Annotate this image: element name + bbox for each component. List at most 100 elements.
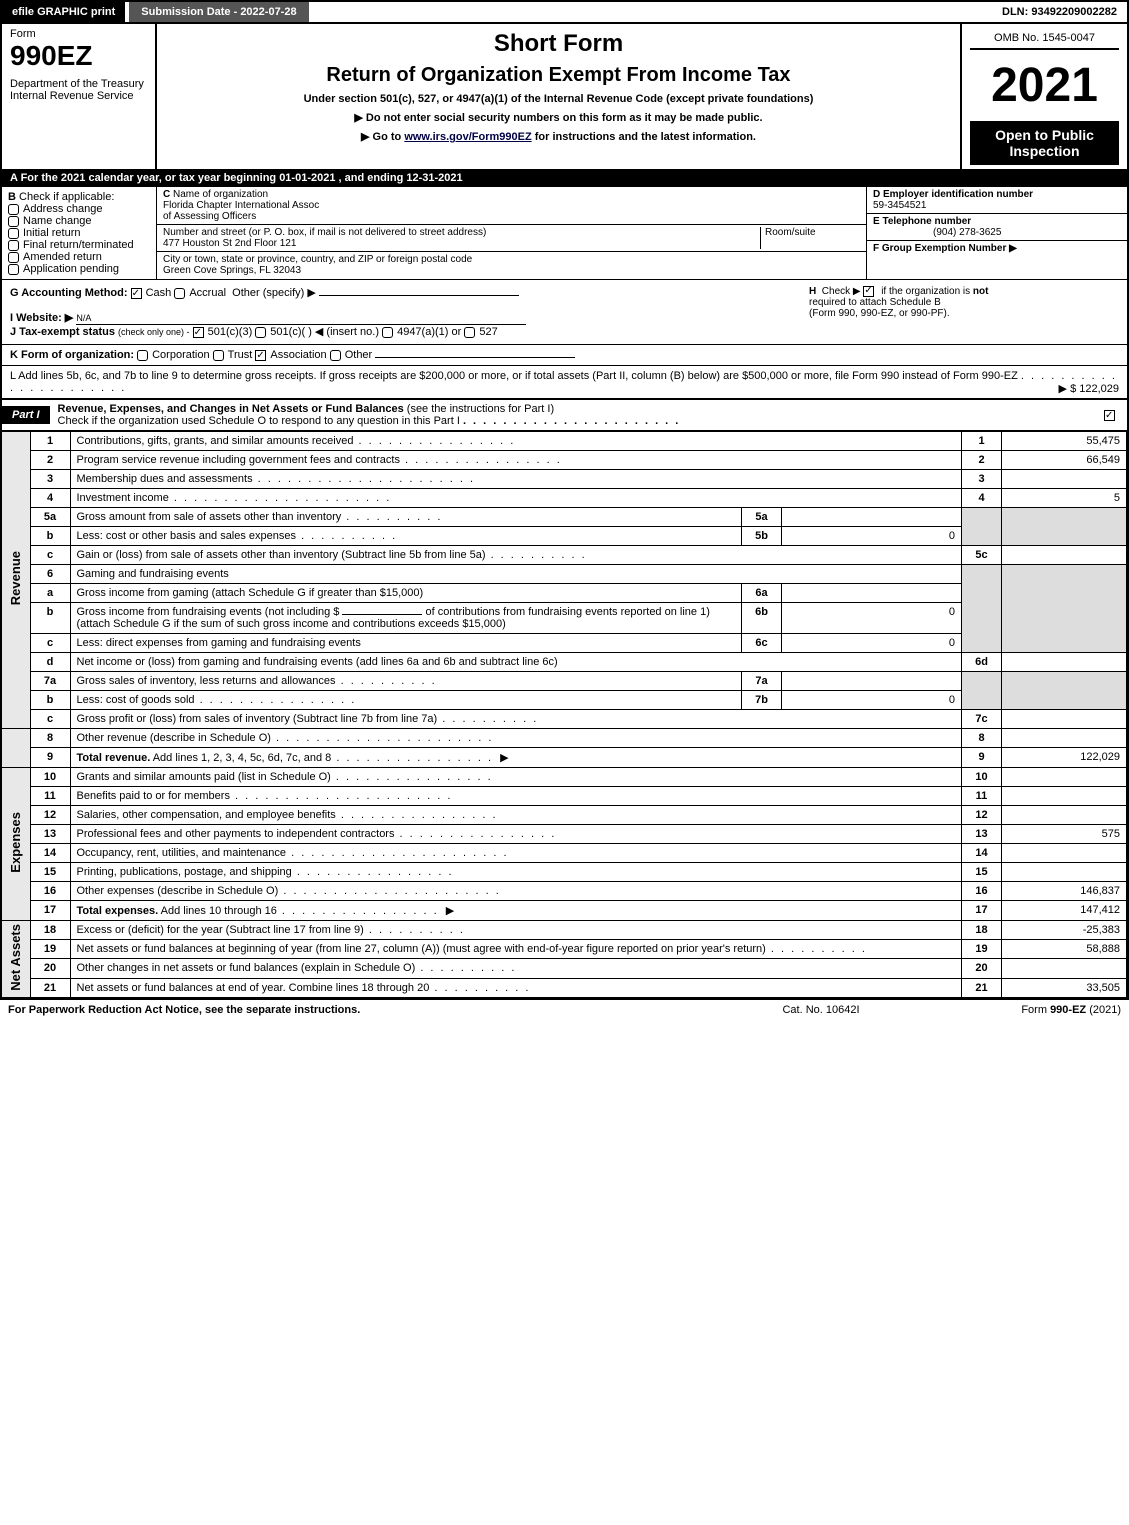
website-input[interactable]: N/A: [76, 312, 526, 325]
line-2-ref: 2: [962, 451, 1002, 470]
footer-r-pre: Form: [1021, 1004, 1050, 1016]
dots: [415, 962, 516, 974]
dots: [766, 943, 867, 955]
dots: [271, 732, 493, 744]
other-org-input[interactable]: [375, 357, 575, 358]
line-12-desc: Salaries, other compensation, and employ…: [77, 809, 336, 821]
line-20-ref: 20: [962, 959, 1002, 978]
other-specify-input[interactable]: [319, 295, 519, 296]
line-2-desc: Program service revenue including govern…: [77, 454, 400, 466]
side-expenses: Expenses: [2, 768, 30, 921]
line-6a-num: a: [30, 584, 70, 603]
part-1-label: Part I: [2, 406, 50, 424]
line-6a-sub: 6a: [742, 584, 782, 603]
form-number: 990EZ: [10, 40, 147, 72]
footer-r-post: (2021): [1086, 1004, 1121, 1016]
k-corp: Corporation: [152, 349, 209, 361]
line-5a-num: 5a: [30, 508, 70, 527]
j-sublabel: (check only one) -: [118, 327, 190, 337]
line-11-desc: Benefits paid to or for members: [77, 790, 230, 802]
line-3-ref: 3: [962, 470, 1002, 489]
line-4-num: 4: [30, 489, 70, 508]
checkbox-corporation[interactable]: [137, 350, 148, 361]
j-o1: 501(c)(3): [208, 326, 253, 338]
checkbox-trust[interactable]: [213, 350, 224, 361]
checkbox-association[interactable]: [255, 350, 266, 361]
section-a-bar: A For the 2021 calendar year, or tax yea…: [2, 169, 1127, 187]
line-21-ref: 21: [962, 978, 1002, 997]
header-left: Form 990EZ Department of the Treasury In…: [2, 24, 157, 169]
dots: [169, 492, 391, 504]
form-undersection-text: Under section 501(c), 527, or 4947(a)(1)…: [169, 93, 948, 105]
arrow-icon: [442, 905, 458, 917]
part-1-header: Part I Revenue, Expenses, and Changes in…: [2, 398, 1127, 431]
line-7a-subamt: [782, 672, 962, 691]
checkbox-final-return[interactable]: [8, 240, 19, 251]
line-21-desc: Net assets or fund balances at end of ye…: [77, 982, 430, 994]
checkbox-initial-return[interactable]: [8, 228, 19, 239]
checkbox-4947[interactable]: [382, 327, 393, 338]
line-12-amount: [1002, 806, 1127, 825]
line-21-amount: 33,505: [1002, 978, 1127, 997]
checkbox-schedule-b[interactable]: [863, 286, 874, 297]
dots: [394, 828, 556, 840]
line-6b-subamt: 0: [782, 603, 962, 634]
checkbox-schedule-o-part1[interactable]: [1104, 410, 1115, 421]
irs-link[interactable]: www.irs.gov/Form990EZ: [404, 131, 531, 143]
checkbox-accrual[interactable]: [174, 288, 185, 299]
b-item-0: Address change: [23, 203, 103, 215]
line-17-num: 17: [30, 901, 70, 921]
checkbox-527[interactable]: [464, 327, 475, 338]
checkbox-other-org[interactable]: [330, 350, 341, 361]
checkbox-application-pending[interactable]: [8, 264, 19, 275]
row-l: L Add lines 5b, 6c, and 7b to line 9 to …: [2, 365, 1127, 398]
line-6b-blank[interactable]: [342, 614, 422, 615]
checkbox-501c3[interactable]: [193, 327, 204, 338]
line-10-num: 10: [30, 768, 70, 787]
dots: [336, 809, 498, 821]
footer-r-form: 990-EZ: [1050, 1004, 1086, 1016]
submission-date-button[interactable]: Submission Date - 2022-07-28: [129, 2, 308, 22]
line-13-desc: Professional fees and other payments to …: [77, 828, 395, 840]
org-name-1: Florida Chapter International Assoc: [163, 200, 319, 211]
checkbox-501c[interactable]: [255, 327, 266, 338]
line-7c-num: c: [30, 710, 70, 729]
line-5a-sub: 5a: [742, 508, 782, 527]
row-k: K Form of organization: Corporation Trus…: [2, 344, 1127, 365]
cash-label: Cash: [146, 287, 172, 299]
checkbox-address-change[interactable]: [8, 204, 19, 215]
form-title: Short Form: [169, 30, 948, 58]
checkbox-amended-return[interactable]: [8, 252, 19, 263]
checkbox-cash[interactable]: [131, 288, 142, 299]
line-16-ref: 16: [962, 882, 1002, 901]
line-7b-num: b: [30, 691, 70, 710]
line-6a-subamt: [782, 584, 962, 603]
line-21-num: 21: [30, 978, 70, 997]
line-5b-num: b: [30, 527, 70, 546]
line-7b-sub: 7b: [742, 691, 782, 710]
line-3-num: 3: [30, 470, 70, 489]
efile-print-button[interactable]: efile GRAPHIC print: [2, 2, 125, 22]
side-revenue-cont: [2, 729, 30, 768]
dept-treasury: Department of the Treasury: [10, 78, 147, 90]
g-label: G Accounting Method:: [10, 287, 128, 299]
line-6c-desc: Less: direct expenses from gaming and fu…: [70, 634, 742, 653]
j-o4: 527: [479, 326, 497, 338]
j-o2: 501(c)( ) ◀ (insert no.): [270, 326, 379, 338]
line-9-ref: 9: [962, 748, 1002, 768]
line-11-amount: [1002, 787, 1127, 806]
dots: [341, 511, 442, 523]
line-6b-desc1: Gross income from fundraising events (no…: [77, 606, 340, 618]
dots: [230, 790, 452, 802]
j-o3: 4947(a)(1) or: [397, 326, 461, 338]
part-1-checkline: Check if the organization used Schedule …: [58, 415, 460, 427]
phone-value: (904) 278-3625: [873, 227, 1001, 238]
checkbox-name-change[interactable]: [8, 216, 19, 227]
section-bcd-row: B Check if applicable: Address change Na…: [2, 187, 1127, 280]
line-6c-num: c: [30, 634, 70, 653]
org-address: 477 Houston St 2nd Floor 121: [163, 238, 296, 249]
line-10-ref: 10: [962, 768, 1002, 787]
h-txt4: (Form 990, 990-EZ, or 990-PF).: [809, 308, 950, 319]
k-assoc: Association: [270, 349, 326, 361]
dots: [277, 905, 439, 917]
